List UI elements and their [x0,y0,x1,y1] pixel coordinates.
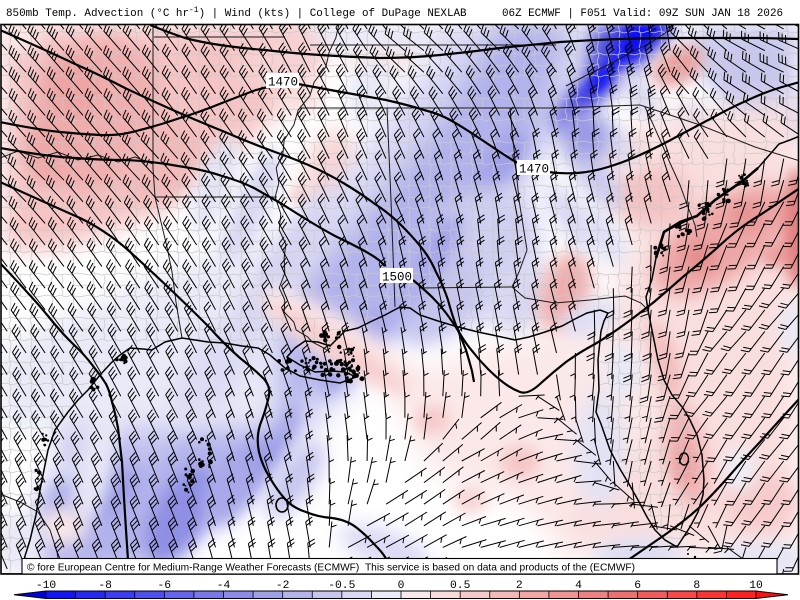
svg-text:© fore European Centre for Med: © fore European Centre for Medium-Range … [27,563,635,574]
svg-text:4: 4 [575,580,582,592]
svg-text:-4: -4 [217,580,231,592]
svg-text:-0.5: -0.5 [328,580,355,592]
svg-text:1470: 1470 [519,163,549,177]
svg-text:1500: 1500 [382,271,412,285]
svg-text:2: 2 [516,580,523,592]
svg-text:850mb Temp. Advection (°C hr-1: 850mb Temp. Advection (°C hr-1) | Wind (… [6,6,467,20]
svg-text:-6: -6 [158,580,172,592]
svg-text:0.5: 0.5 [450,580,471,592]
svg-text:8: 8 [693,580,700,592]
svg-text:6: 6 [634,580,641,592]
svg-text:-10: -10 [36,580,57,592]
svg-text:-2: -2 [276,580,290,592]
svg-text:0: 0 [398,580,405,592]
svg-text:-8: -8 [98,580,112,592]
svg-text:10: 10 [749,580,763,592]
svg-text:1470: 1470 [268,76,298,90]
svg-text:06Z ECMWF | F051 Valid: 09Z SU: 06Z ECMWF | F051 Valid: 09Z SUN JAN 18 2… [502,8,783,20]
